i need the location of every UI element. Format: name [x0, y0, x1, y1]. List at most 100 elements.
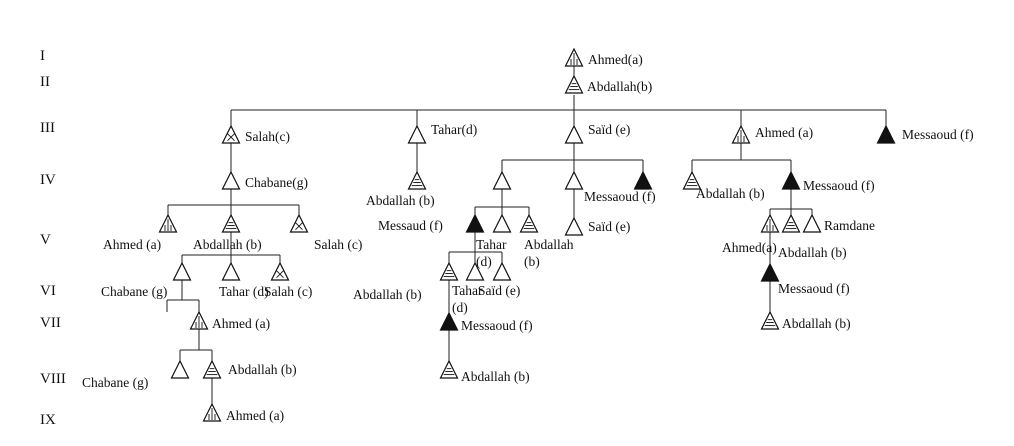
- person-node: Messaoud (f): [760, 262, 850, 296]
- person-triangle: [289, 213, 309, 233]
- person-label: Salah (c): [264, 284, 312, 299]
- person-label: Tahar (d): [452, 283, 483, 315]
- person-triangle: [492, 170, 512, 190]
- person-triangle: [407, 124, 427, 144]
- person-label: Abdallah (b): [193, 237, 262, 252]
- label-line: Tahar: [452, 283, 483, 298]
- person-label: Messaoud (f): [584, 189, 656, 204]
- person-triangle: [564, 124, 584, 144]
- generation-label: III: [40, 120, 55, 136]
- person-triangle: [633, 170, 653, 190]
- person-triangle: [519, 213, 539, 233]
- connector: [230, 95, 887, 126]
- person-label: Abdallah (b): [778, 245, 847, 260]
- person-triangle: [492, 213, 512, 233]
- connector: [691, 143, 792, 172]
- person-node: Ahmed(a): [722, 213, 780, 255]
- person-triangle: [221, 261, 241, 281]
- person-node: Salah(c): [221, 124, 290, 144]
- person-node: Abdallah (b): [682, 170, 765, 201]
- person-label: Ramdane: [824, 218, 875, 233]
- person-triangle: [760, 310, 780, 330]
- person-node: Messaoud (f): [584, 170, 656, 204]
- generation-label: VI: [40, 283, 56, 299]
- person-label: Messaoud (f): [803, 178, 875, 193]
- person-label: Messaud (f): [378, 218, 443, 233]
- hatch-line: [227, 133, 235, 142]
- person-node: Saïd (e): [564, 216, 630, 236]
- person-node: Saïd (e): [478, 261, 520, 298]
- label-line: (d): [476, 254, 492, 269]
- person-label: Abdallah (b): [461, 369, 530, 384]
- person-label: Abdallah (b): [696, 186, 765, 201]
- person-label: Chabane(g): [245, 175, 308, 190]
- person-label: Ahmed (a): [755, 125, 813, 140]
- connector: [769, 189, 813, 215]
- label-line: (d): [452, 300, 468, 315]
- person-node: Ahmed (a): [731, 124, 813, 144]
- person-node: Ahmed (a): [103, 213, 178, 252]
- person-node: [564, 170, 584, 190]
- person-triangle: [202, 359, 222, 379]
- label-line: Tahar: [476, 237, 507, 252]
- person-label: Tahar (d): [219, 284, 269, 299]
- generation-label: IX: [40, 412, 56, 428]
- person-triangle: [760, 262, 780, 282]
- person-label: Abdallah (b): [353, 287, 422, 302]
- person-label: Chabane (g): [101, 284, 167, 299]
- person-node: Tahar (d): [452, 261, 485, 315]
- person-node: Salah (c): [289, 213, 362, 252]
- person-node: Tahar (d): [476, 213, 512, 269]
- person-node: Messaud (f): [378, 213, 485, 233]
- person-node: Abdallah (b): [439, 359, 530, 384]
- person-node: Abdallah(b): [564, 74, 652, 94]
- person-label: Chabane (g): [82, 375, 148, 390]
- person-node: Tahar (d): [219, 261, 269, 299]
- generation-label: IV: [40, 172, 56, 188]
- person-label: Abdallah(b): [524, 237, 574, 269]
- person-triangle: [564, 74, 584, 94]
- person-triangle: [876, 124, 896, 144]
- person-triangle: [270, 261, 290, 281]
- person-triangle: [439, 311, 459, 331]
- person-triangle: [781, 170, 801, 190]
- person-label: Messaoud (f): [778, 281, 850, 296]
- person-node: Abdallah (b): [366, 170, 435, 208]
- person-triangle: [170, 359, 190, 379]
- person-label: Ahmed(a): [722, 240, 777, 255]
- connector: [166, 280, 200, 312]
- person-triangle: [221, 213, 241, 233]
- person-node: Messaoud (f): [876, 124, 974, 144]
- person-label: Abdallah (b): [366, 193, 435, 208]
- person-label: Ahmed (a): [226, 408, 284, 423]
- person-label: Ahmed(a): [588, 52, 643, 67]
- person-label: Ahmed (a): [103, 237, 161, 252]
- label-line: Abdallah: [524, 237, 574, 252]
- person-node: Chabane (g): [82, 359, 190, 390]
- person-triangle: [221, 170, 241, 190]
- connector: [179, 329, 213, 361]
- person-triangle: [781, 213, 801, 233]
- person-node: Messaoud (f): [781, 170, 875, 193]
- person-node: Abdallah (b): [778, 213, 847, 260]
- person-node: Saïd (e): [564, 122, 630, 144]
- person-node: Abdallah(b): [519, 213, 574, 269]
- generation-label: V: [40, 232, 51, 248]
- connector: [448, 232, 503, 263]
- person-label: Abdallah (b): [228, 362, 297, 377]
- person-node: [492, 170, 512, 190]
- person-node: Abdallah (b): [202, 359, 297, 379]
- person-node: Abdallah (b): [353, 261, 459, 302]
- person-label: Abdallah(b): [587, 79, 652, 94]
- person-label: Tahar (d): [476, 237, 507, 269]
- generation-label: II: [40, 74, 50, 90]
- person-node: Abdallah (b): [193, 213, 262, 252]
- person-node: Salah (c): [264, 261, 312, 299]
- person-node: Ahmed (a): [202, 402, 284, 423]
- person-label: Salah(c): [245, 129, 290, 144]
- person-label: Messaoud (f): [902, 127, 974, 142]
- tree-connectors: [166, 66, 887, 404]
